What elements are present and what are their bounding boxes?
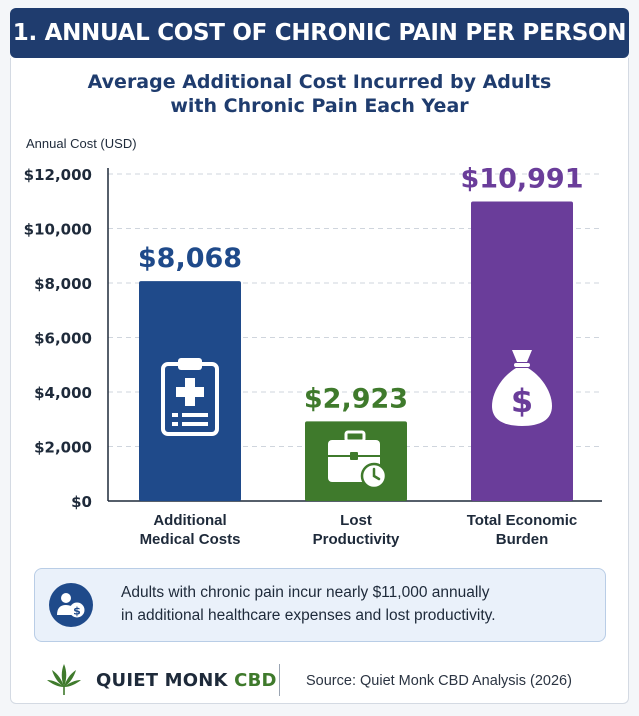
brand-name-main: QUIET MONK (96, 670, 228, 691)
y-axis-title: Annual Cost (USD) (26, 136, 137, 151)
y-tick-label: $6,000 (34, 330, 92, 348)
y-tick-label: $12,000 (24, 166, 92, 184)
value-label-medical: $8,068 (138, 243, 242, 274)
brand-name: QUIET MONK CBD (96, 670, 277, 691)
chart-title-line-2: with Chronic Pain Each Year (170, 95, 469, 117)
category-label-medical: Additional Medical Costs (110, 511, 270, 549)
y-tick-label: $0 (71, 493, 92, 511)
summary-text-line-1: Adults with chronic pain incur nearly $1… (121, 584, 490, 601)
svg-text:$: $ (511, 382, 533, 420)
cannabis-leaf-icon (46, 662, 82, 696)
y-tick-label: $10,000 (24, 221, 92, 239)
brand-name-accent: CBD (234, 670, 277, 691)
person-dollar-icon: $ (49, 583, 93, 627)
category-label-productivity-line-2: Productivity (312, 531, 400, 548)
summary-text: Adults with chronic pain incur nearly $1… (121, 581, 591, 627)
summary-callout: $ Adults with chronic pain incur nearly … (34, 568, 606, 642)
source-note: Source: Quiet Monk CBD Analysis (2026) (306, 673, 572, 689)
category-label-productivity-line-1: Lost (340, 512, 372, 529)
y-tick-label: $8,000 (34, 275, 92, 293)
summary-text-line-2: in additional healthcare expenses and lo… (121, 607, 496, 624)
chart-title: Average Additional Cost Incurred by Adul… (0, 70, 639, 118)
y-tick-label: $2,000 (34, 439, 92, 457)
category-label-total-line-2: Burden (495, 531, 549, 548)
clipboard-medical-icon (161, 358, 219, 436)
category-label-medical-line-1: Additional (153, 512, 227, 529)
value-label-total: $10,991 (461, 163, 584, 194)
page-title: 1. ANNUAL COST OF CHRONIC PAIN PER PERSO… (10, 8, 629, 96)
svg-text:$: $ (73, 605, 81, 618)
category-label-total-line-1: Total Economic (466, 512, 578, 529)
category-label-productivity: Lost Productivity (276, 511, 436, 549)
y-tick-label: $4,000 (34, 384, 92, 402)
chart-title-line-1: Average Additional Cost Incurred by Adul… (87, 71, 552, 93)
category-label-total: Total Economic Burden (442, 511, 602, 549)
money-bag-icon: $ (492, 350, 552, 426)
category-label-medical-line-2: Medical Costs (139, 531, 241, 548)
value-label-productivity: $2,923 (304, 383, 408, 414)
briefcase-clock-icon (328, 430, 388, 490)
footer-divider (279, 664, 280, 696)
